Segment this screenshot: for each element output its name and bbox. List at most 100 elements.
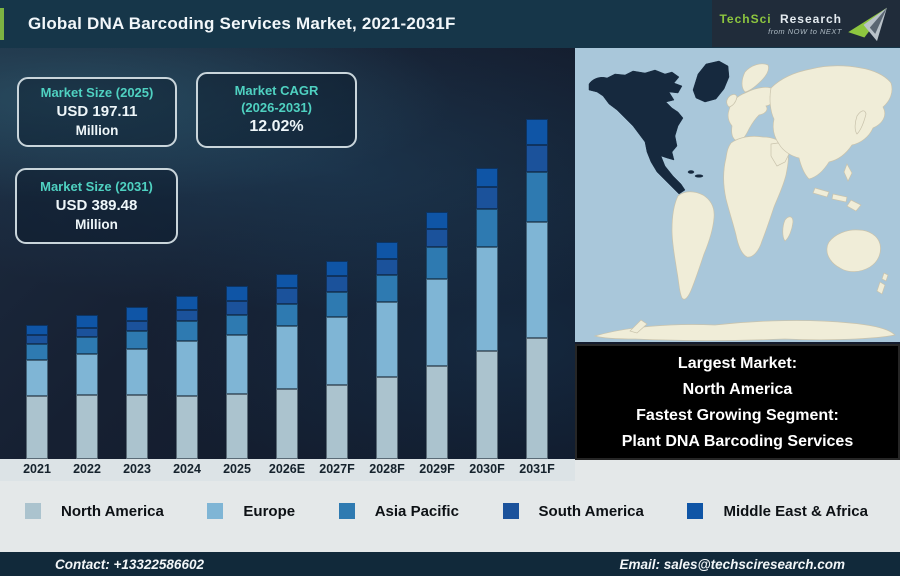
stat-value: 12.02%	[249, 118, 304, 135]
legend-item-asia-pacific: Asia Pacific	[338, 502, 459, 520]
stat-box-market-cagr: Market CAGR (2026-2031) 12.02%	[196, 72, 357, 148]
bar-segment-south-america-2025	[226, 301, 248, 315]
bar-segment-europe-2024	[176, 341, 198, 396]
legend-label-north-america: North America	[61, 502, 164, 520]
axis-label-2021: 2021	[23, 462, 51, 476]
bar-2024	[176, 296, 198, 459]
bar-2022	[76, 315, 98, 459]
legend-swatch-europe	[207, 503, 224, 519]
bar-2031f	[526, 119, 548, 459]
bar-segment-asia-pacific-2028f	[376, 275, 398, 302]
stat-label-2: (2026-2031)	[241, 100, 312, 115]
bar-segment-middle-east-africa-2031f	[526, 119, 548, 145]
footer-email: Email: sales@techsciresearch.com	[619, 556, 845, 572]
bar-segment-north-america-2027f	[326, 385, 348, 459]
highlight-line-1: Largest Market:	[677, 355, 798, 372]
axis-label-2025: 2025	[223, 462, 251, 476]
bar-segment-middle-east-africa-2024	[176, 296, 198, 310]
bar-segment-north-america-2030f	[476, 351, 498, 459]
bar-segment-north-america-2021	[26, 396, 48, 459]
bar-segment-north-america-2025	[226, 394, 248, 459]
bar-segment-asia-pacific-2023	[126, 331, 148, 349]
highlight-box: Largest Market: North America Fastest Gr…	[575, 344, 900, 460]
bar-2029f	[426, 212, 448, 459]
logo-brand-primary: TechSci	[719, 11, 772, 26]
legend-swatch-middle-east-africa	[687, 503, 704, 519]
legend-label-asia-pacific: Asia Pacific	[374, 502, 459, 520]
bar-segment-middle-east-africa-2029f	[426, 212, 448, 229]
legend-label-middle-east-africa: Middle East & Africa	[723, 502, 868, 520]
bar-segment-north-america-2029f	[426, 366, 448, 459]
bar-segment-europe-2025	[226, 335, 248, 394]
bar-2023	[126, 307, 148, 459]
bar-segment-north-america-2026e	[276, 389, 298, 459]
map-land	[593, 63, 896, 341]
world-map	[575, 48, 900, 342]
stat-value: USD 197.11	[56, 103, 138, 120]
legend-label-south-america: South America	[538, 502, 644, 520]
stat-label: Market Size (2025)	[40, 85, 154, 100]
map-highlight-north-america	[588, 60, 730, 195]
highlight-line-4: Plant DNA Barcoding Services	[621, 433, 854, 450]
axis-label-2030f: 2030F	[469, 462, 505, 476]
highlight-line-3: Fastest Growing Segment:	[636, 407, 839, 424]
stat-unit: Million	[75, 217, 118, 232]
stat-label: Market CAGR	[234, 83, 319, 98]
bar-segment-asia-pacific-2021	[26, 344, 48, 360]
bar-segment-middle-east-africa-2030f	[476, 168, 498, 187]
bar-segment-asia-pacific-2025	[226, 315, 248, 335]
bar-segment-europe-2029f	[426, 279, 448, 366]
bar-segment-europe-2021	[26, 360, 48, 396]
legend-swatch-south-america	[502, 503, 519, 519]
logo-brand-secondary: Research	[779, 11, 842, 26]
bar-segment-asia-pacific-2030f	[476, 209, 498, 247]
legend-item-north-america: North America	[25, 503, 164, 520]
legend-item-europe: Europe	[207, 503, 295, 520]
bar-2030f	[476, 168, 498, 459]
bar-segment-north-america-2031f	[526, 338, 548, 459]
stat-value: USD 389.48	[55, 197, 138, 214]
bar-segment-middle-east-africa-2028f	[376, 242, 398, 259]
axis-label-2028f: 2028F	[369, 462, 405, 476]
bar-segment-south-america-2021	[26, 335, 48, 344]
bar-segment-south-america-2031f	[526, 145, 548, 172]
stat-unit: Million	[75, 123, 119, 138]
bar-2025	[226, 286, 248, 459]
bar-segment-south-america-2030f	[476, 187, 498, 209]
axis-label-2023: 2023	[123, 462, 151, 476]
stat-label: Market Size (2031)	[40, 179, 153, 194]
footer-contact: Contact: +13322586602	[55, 556, 204, 572]
chart-legend: North America Europe Asia Pacific South Ame…	[0, 498, 900, 524]
bar-segment-asia-pacific-2026e	[276, 304, 298, 326]
bar-segment-middle-east-africa-2027f	[326, 261, 348, 276]
bar-segment-south-america-2024	[176, 310, 198, 321]
stat-box-market-size-2031: Market Size (2031) USD 389.48 Million	[15, 168, 178, 244]
bar-segment-europe-2023	[126, 349, 148, 395]
bar-segment-south-america-2029f	[426, 229, 448, 247]
bar-segment-middle-east-africa-2021	[26, 325, 48, 335]
bar-segment-south-america-2023	[126, 321, 148, 331]
x-axis: 2021 2022 2023 2024 2025 2026E 2027F 2028F 2029F…	[0, 459, 575, 481]
bar-plot	[0, 48, 575, 459]
legend-item-middle-east-africa: Middle East & Africa	[687, 502, 868, 520]
bar-segment-europe-2031f	[526, 222, 548, 338]
bar-segment-asia-pacific-2031f	[526, 172, 548, 222]
logo-tagline: from NOW to NEXT	[768, 26, 842, 36]
bar-segment-asia-pacific-2022	[76, 337, 98, 354]
page-title: Global DNA Barcoding Services Market, 20…	[28, 14, 456, 33]
bar-segment-europe-2027f	[326, 317, 348, 385]
logo-text: TechSci Research from NOW to NEXT	[719, 12, 842, 36]
bar-2021	[26, 325, 48, 459]
bar-segment-middle-east-africa-2022	[76, 315, 98, 328]
bar-segment-asia-pacific-2027f	[326, 292, 348, 317]
axis-label-2027f: 2027F	[319, 462, 355, 476]
axis-label-2029f: 2029F	[419, 462, 455, 476]
bar-2028f	[376, 242, 398, 459]
bar-segment-middle-east-africa-2026e	[276, 274, 298, 288]
footer-bar: Contact: +13322586602 Email: sales@techs…	[0, 552, 900, 576]
bar-segment-north-america-2028f	[376, 377, 398, 459]
axis-label-2031f: 2031F	[519, 462, 555, 476]
bar-segment-europe-2026e	[276, 326, 298, 389]
legend-label-europe: Europe	[243, 502, 296, 520]
bar-segment-south-america-2028f	[376, 259, 398, 275]
